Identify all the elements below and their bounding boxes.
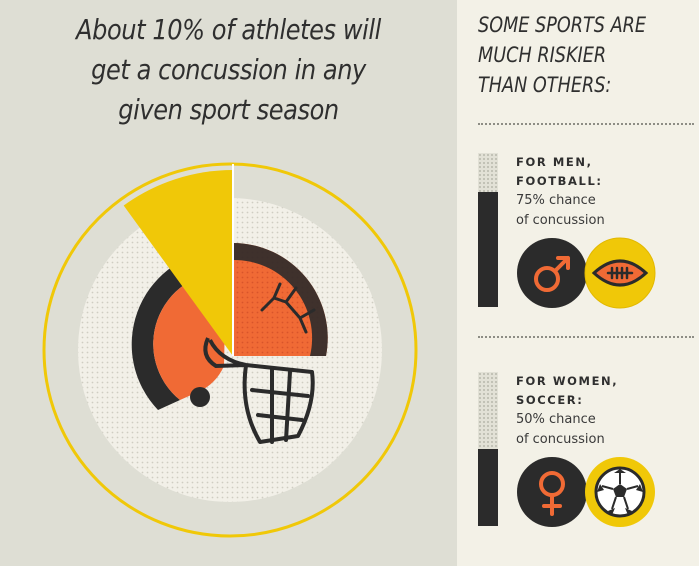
panel-stat-line-1: 75% chance bbox=[516, 193, 596, 208]
pie-slice-concussion bbox=[123, 170, 233, 356]
headline-line-2: get a concussion in any bbox=[91, 53, 366, 86]
panel-icons bbox=[517, 457, 655, 527]
football-icon bbox=[584, 237, 656, 309]
football-helmet-icon bbox=[131, 243, 328, 444]
risk-bar-fill bbox=[478, 449, 498, 526]
risk-bar bbox=[478, 153, 498, 307]
panel-stat-line-1: 50% chance bbox=[516, 412, 596, 427]
side-title-line-1: SOME SPORTS ARE bbox=[478, 13, 647, 37]
panel-stat: 50% chance of concussion bbox=[516, 410, 605, 450]
risk-bar-fill bbox=[478, 191, 498, 307]
panel-stat-line-2: of concussion bbox=[516, 432, 605, 447]
risk-bar bbox=[478, 372, 498, 526]
headline-line-1: About 10% of athletes will bbox=[76, 13, 381, 46]
male-symbol-icon bbox=[517, 238, 587, 308]
panel-men-football: FOR MEN, FOOTBALL: 75% chance of concuss… bbox=[478, 153, 699, 313]
divider-top bbox=[478, 123, 694, 125]
side-title-line-3: THAN OTHERS: bbox=[478, 73, 612, 97]
panel-label-line-1: FOR MEN, bbox=[516, 155, 593, 169]
panel-label: FOR WOMEN, SOCCER: bbox=[516, 372, 618, 410]
panel-stat: 75% chance of concussion bbox=[516, 191, 605, 231]
headline: About 10% of athletes will get a concuss… bbox=[58, 10, 399, 130]
soccer-ball-icon bbox=[585, 457, 655, 527]
side-title-line-2: MUCH RISKIER bbox=[478, 43, 607, 67]
pie-chart-helmet-illustration bbox=[42, 162, 418, 538]
panel-icons bbox=[517, 237, 656, 309]
panel-label: FOR MEN, FOOTBALL: bbox=[516, 153, 603, 191]
panel-label-line-1: FOR WOMEN, bbox=[516, 374, 619, 388]
female-symbol-icon bbox=[517, 457, 587, 527]
side-title: SOME SPORTS ARE MUCH RISKIER THAN OTHERS… bbox=[478, 10, 659, 100]
panel-women-soccer: FOR WOMEN, SOCCER: 50% chance of concuss… bbox=[478, 372, 699, 532]
panel-stat-line-2: of concussion bbox=[516, 213, 605, 228]
headline-line-3: given sport season bbox=[118, 93, 339, 126]
panel-label-line-2: FOOTBALL: bbox=[516, 174, 603, 188]
divider-middle bbox=[478, 336, 694, 338]
panel-label-line-2: SOCCER: bbox=[516, 393, 584, 407]
